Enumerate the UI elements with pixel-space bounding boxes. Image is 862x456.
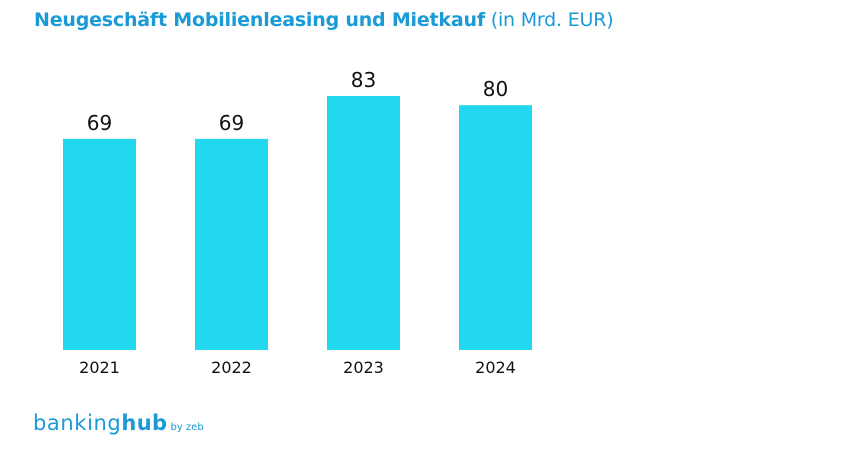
x-tick-2023: 2023: [343, 358, 384, 377]
x-tick-2022: 2022: [211, 358, 252, 377]
bar-2023: [327, 96, 400, 350]
chart-title-unit: (in Mrd. EUR): [490, 9, 614, 31]
x-tick-2024: 2024: [475, 358, 516, 377]
logo-text-by-zeb: by zeb: [170, 422, 204, 433]
data-label-2021: 69: [87, 111, 112, 135]
data-label-2023: 83: [351, 68, 376, 92]
bar-2024: [459, 105, 532, 350]
logo-text-banking: banking: [33, 411, 122, 435]
data-label-2022: 69: [219, 111, 244, 135]
logo-text-hub: hub: [121, 411, 168, 435]
bar-2021: [63, 138, 136, 350]
bankinghub-logo: bankinghub by zeb: [33, 411, 204, 435]
chart-title-main: Neugeschäft Mobilienleasing und Mietkauf: [34, 9, 485, 31]
data-label-2024: 80: [483, 77, 508, 101]
bar-2022: [195, 138, 268, 350]
chart-title: Neugeschäft Mobilienleasing und Mietkauf…: [34, 9, 614, 31]
x-tick-2021: 2021: [79, 358, 120, 377]
bar-chart: 69 2021 69 2022 83 2023 80 2024: [63, 68, 532, 377]
